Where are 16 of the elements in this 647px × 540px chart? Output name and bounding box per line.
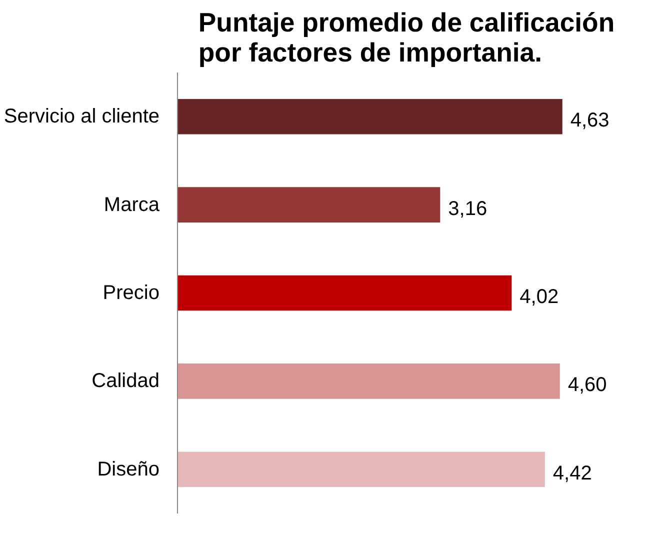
chart-title: Puntaje promedio de calificación por factores de importania. xyxy=(198,8,615,68)
data-label: 4,02 xyxy=(520,286,559,308)
bar xyxy=(178,187,440,222)
bar xyxy=(178,452,545,488)
data-label: 4,63 xyxy=(570,110,610,132)
data-label: 3,16 xyxy=(448,198,488,220)
y-tick-label: Calidad xyxy=(92,370,160,392)
bar xyxy=(178,364,560,399)
y-tick-label: Marca xyxy=(104,194,160,216)
y-tick-label: Precio xyxy=(102,282,160,304)
bar xyxy=(178,275,512,311)
data-label: 4,42 xyxy=(552,462,592,484)
y-tick-label: Servicio al cliente xyxy=(4,106,160,128)
y-tick-label: Diseño xyxy=(97,458,160,480)
bar xyxy=(178,98,562,134)
data-label: 4,60 xyxy=(568,374,607,396)
